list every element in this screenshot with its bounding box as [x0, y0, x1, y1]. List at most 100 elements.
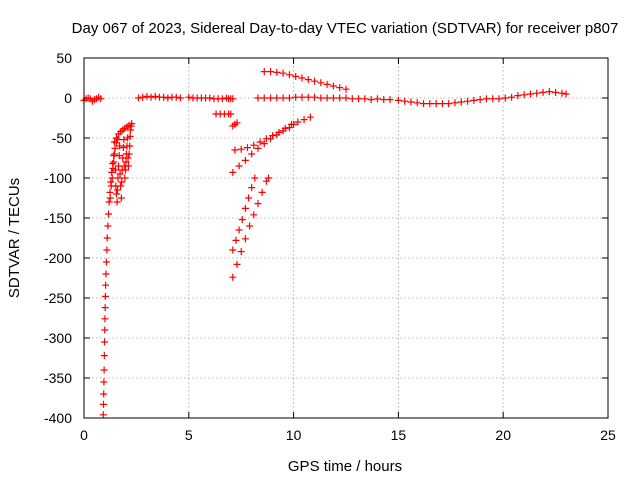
data-point: [139, 93, 147, 101]
data-point: [238, 216, 246, 224]
data-point: [127, 126, 135, 134]
data-point: [164, 94, 172, 102]
data-point: [367, 96, 375, 104]
data-point: [172, 93, 180, 101]
data-point: [160, 93, 168, 101]
data-point: [264, 174, 272, 182]
data-point: [250, 141, 258, 149]
data-point: [218, 95, 226, 103]
data-point: [241, 156, 249, 164]
data-point: [185, 93, 193, 101]
data-point: [147, 93, 155, 101]
data-point: [279, 94, 287, 102]
series-near-zero-morning: [134, 92, 237, 103]
data-point: [243, 144, 251, 152]
series-offset-segment-6.5h: [212, 110, 235, 118]
data-point: [111, 166, 119, 174]
data-point: [562, 90, 570, 98]
data-point: [451, 99, 459, 107]
data-point: [118, 178, 126, 186]
data-point: [279, 127, 287, 135]
data-point: [336, 94, 344, 102]
series-elevated-segment-9-12h: [260, 68, 350, 93]
data-point: [258, 188, 266, 196]
x-tick-label: 25: [600, 427, 616, 443]
data-point: [229, 95, 237, 103]
data-point: [100, 352, 108, 360]
data-point: [256, 138, 264, 146]
data-point: [124, 154, 132, 162]
data-point: [246, 222, 254, 230]
data-point: [110, 158, 118, 166]
data-point: [285, 94, 293, 102]
data-point: [476, 96, 484, 104]
data-point: [420, 100, 428, 108]
y-tick-label: -250: [44, 290, 72, 306]
data-point: [105, 198, 113, 206]
data-point: [470, 96, 478, 104]
data-point: [105, 210, 113, 218]
data-point: [545, 88, 553, 96]
data-point: [112, 190, 120, 198]
data-point: [407, 98, 415, 106]
data-points: [80, 68, 570, 419]
data-point: [373, 95, 381, 103]
plot-frame: [83, 57, 609, 419]
data-point: [300, 116, 308, 124]
data-point: [229, 168, 237, 176]
series-short-dip-7.2h: [229, 119, 241, 130]
data-point: [386, 96, 394, 104]
data-point: [126, 132, 134, 140]
data-point: [241, 204, 249, 212]
x-tick-label: 10: [286, 427, 302, 443]
data-point: [101, 315, 109, 323]
data-point: [122, 166, 130, 174]
data-point: [495, 95, 503, 103]
data-point: [113, 198, 121, 206]
data-point: [102, 258, 110, 266]
data-point: [101, 304, 109, 312]
data-point: [111, 144, 119, 152]
data-point: [317, 79, 325, 87]
data-point: [104, 222, 112, 230]
data-point: [151, 92, 159, 100]
data-point: [100, 390, 108, 398]
data-point: [306, 113, 314, 121]
data-point: [206, 94, 214, 102]
data-point: [116, 142, 124, 150]
data-point: [558, 89, 566, 97]
data-point: [336, 84, 344, 92]
data-point: [457, 98, 465, 106]
y-tick-label: -400: [44, 410, 72, 426]
data-point: [103, 234, 111, 242]
data-point: [229, 246, 237, 254]
y-tick-label: -350: [44, 370, 72, 386]
data-point: [464, 97, 472, 105]
data-point: [248, 150, 256, 158]
data-point: [426, 100, 434, 108]
x-tick-label: 0: [80, 427, 88, 443]
data-point: [97, 95, 105, 103]
y-tick-label: -50: [52, 130, 72, 146]
data-point: [117, 194, 125, 202]
data-point: [279, 69, 287, 77]
y-tick-label: -100: [44, 170, 72, 186]
data-point: [348, 95, 356, 103]
data-point: [254, 94, 262, 102]
data-point: [260, 140, 268, 148]
data-point: [114, 174, 122, 182]
data-point: [292, 72, 300, 80]
data-point: [508, 93, 516, 101]
data-point: [445, 100, 453, 108]
data-point: [267, 94, 275, 102]
data-point: [311, 77, 319, 85]
data-point: [342, 85, 350, 93]
x-axis-label: GPS time / hours: [288, 458, 402, 475]
data-point: [304, 93, 312, 101]
data-point: [329, 94, 337, 102]
data-point: [317, 94, 325, 102]
data-point: [117, 182, 125, 190]
data-point: [298, 74, 306, 82]
data-point: [355, 95, 363, 103]
